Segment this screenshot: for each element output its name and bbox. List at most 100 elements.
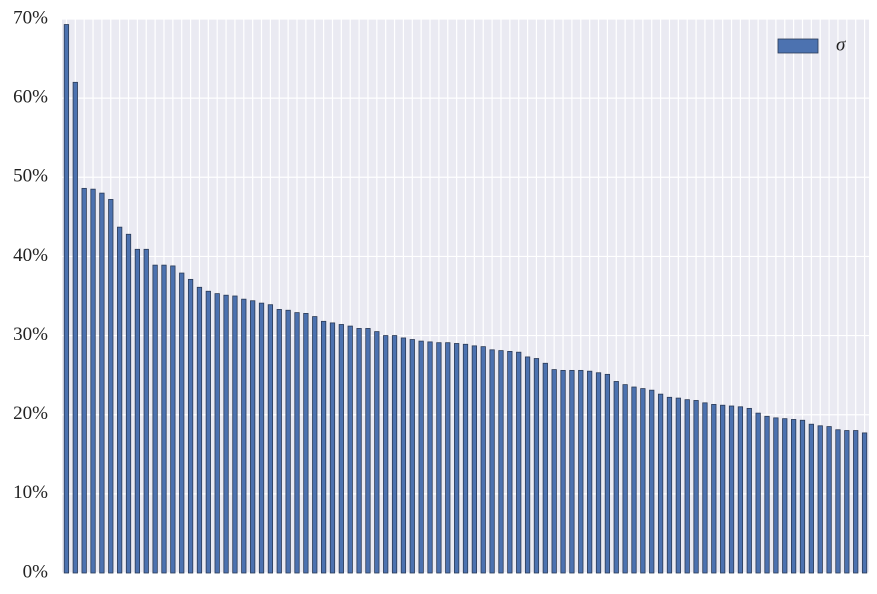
bar: [329, 322, 336, 574]
bar: [746, 407, 752, 574]
bar: [294, 312, 300, 574]
bar: [799, 419, 806, 574]
bar: [782, 418, 788, 574]
bar: [471, 345, 477, 574]
bar: [684, 399, 690, 574]
bar: [250, 300, 256, 574]
bar: [108, 199, 114, 574]
bar: [853, 430, 859, 574]
bar: [81, 187, 87, 574]
bar: [427, 341, 433, 574]
bar: [125, 233, 132, 574]
bar: [587, 370, 593, 574]
bar: [303, 313, 309, 574]
bar: [347, 325, 353, 574]
bar: [649, 389, 655, 574]
bar: [161, 264, 167, 574]
bar: [90, 188, 96, 574]
legend-swatch: [777, 38, 819, 54]
bar: [791, 419, 797, 574]
bar: [179, 272, 185, 574]
bar: [533, 358, 540, 574]
bar: [436, 342, 442, 574]
legend-label: σ: [836, 34, 846, 55]
bar: [507, 350, 513, 574]
bar: [489, 349, 495, 574]
bar: [728, 405, 735, 574]
bar: [72, 81, 78, 574]
bar: [542, 362, 548, 574]
bar: [861, 432, 868, 574]
bar: [817, 425, 823, 574]
bar: [764, 415, 770, 574]
bar: [374, 331, 380, 574]
bar: [409, 339, 415, 574]
bar: [285, 309, 291, 574]
bar: [117, 226, 123, 574]
bar: [631, 386, 637, 574]
y-tick-label: 10%: [13, 482, 48, 503]
bar: [232, 295, 238, 574]
bar: [223, 294, 229, 574]
bar: [578, 369, 584, 574]
bar: [755, 412, 761, 574]
bar: [241, 298, 247, 574]
y-tick-label: 50%: [13, 166, 48, 187]
bar: [737, 406, 744, 574]
bar: [418, 340, 424, 574]
bar: [267, 304, 274, 574]
bar: [320, 320, 327, 574]
bar: [383, 335, 389, 574]
bar: [445, 342, 451, 574]
bar: [462, 343, 469, 574]
bar: [604, 373, 611, 574]
bar: [356, 328, 362, 574]
bar: [693, 400, 699, 574]
bar: [152, 264, 158, 574]
bar: [524, 356, 531, 574]
y-tick-label: 60%: [13, 87, 48, 108]
bar: [498, 350, 504, 574]
bar: [205, 290, 211, 574]
bar: [640, 388, 646, 574]
bar: [613, 381, 619, 574]
bar: [666, 396, 673, 574]
bar: [365, 328, 371, 574]
y-tick-label: 30%: [13, 324, 48, 345]
bar: [480, 346, 486, 574]
bar: [844, 430, 850, 574]
bar: [134, 248, 140, 574]
bar: [773, 417, 779, 574]
bar: [196, 286, 203, 574]
bar: [657, 393, 664, 574]
bar: [808, 423, 814, 574]
bar: [560, 369, 566, 574]
y-tick-label: 0%: [23, 561, 49, 582]
y-tick-label: 70%: [13, 7, 48, 28]
bar: [711, 404, 717, 574]
bar: [258, 302, 265, 574]
bar: [702, 402, 708, 574]
bar: [187, 278, 194, 574]
bar: [63, 24, 70, 574]
bar: [391, 335, 398, 574]
bar: [338, 324, 344, 574]
bar: [835, 429, 841, 574]
bar: [569, 369, 575, 574]
bar: [400, 337, 407, 574]
y-tick-label: 20%: [13, 403, 48, 424]
bar: [214, 293, 220, 574]
bar: [516, 351, 522, 574]
y-tick-label: 40%: [13, 245, 48, 266]
bar: [454, 343, 460, 574]
bar: [826, 426, 832, 574]
bar: [595, 372, 602, 574]
bar: [720, 404, 726, 574]
bar: [143, 248, 149, 574]
bar: [675, 397, 681, 574]
bar: [622, 384, 628, 574]
bar: [276, 309, 282, 574]
bar: [170, 265, 176, 574]
bar: [551, 369, 557, 574]
